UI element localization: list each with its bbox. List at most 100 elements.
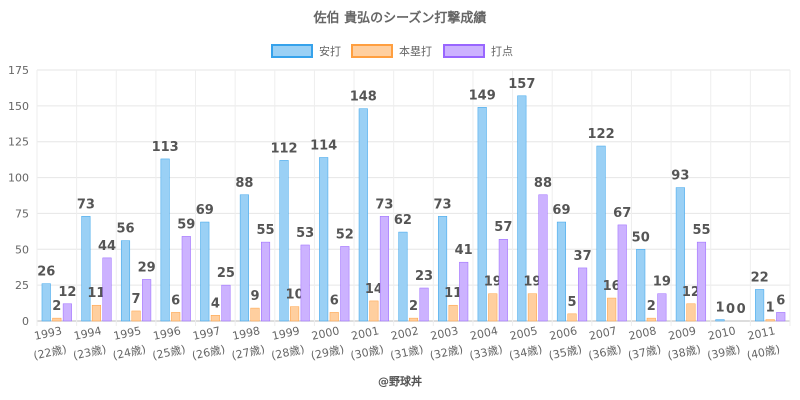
y-tick-label: 50 bbox=[15, 243, 29, 256]
bar[interactable] bbox=[419, 287, 429, 322]
data-label: 55 bbox=[256, 223, 274, 238]
bar[interactable] bbox=[538, 194, 548, 322]
bar[interactable] bbox=[171, 312, 181, 322]
legend-swatch[interactable] bbox=[271, 44, 313, 58]
data-label: 50 bbox=[632, 230, 650, 245]
bar[interactable] bbox=[438, 216, 448, 322]
bar[interactable] bbox=[221, 284, 231, 322]
legend-label[interactable]: 安打 bbox=[319, 44, 341, 58]
bar[interactable] bbox=[448, 304, 458, 322]
bar[interactable] bbox=[200, 221, 210, 322]
legend-swatch[interactable] bbox=[351, 44, 393, 58]
bar[interactable] bbox=[646, 317, 656, 322]
bar[interactable] bbox=[408, 317, 419, 322]
data-label: 67 bbox=[613, 206, 631, 221]
legend-swatch[interactable] bbox=[443, 44, 485, 58]
x-tick-age: (26歳) bbox=[191, 343, 227, 363]
bar[interactable] bbox=[517, 95, 527, 322]
data-label: 19 bbox=[484, 275, 502, 290]
bar[interactable] bbox=[765, 319, 775, 322]
bar[interactable] bbox=[329, 312, 339, 322]
bar[interactable] bbox=[131, 310, 141, 322]
bar[interactable] bbox=[340, 246, 350, 322]
data-label: 1 bbox=[766, 301, 775, 316]
bar[interactable] bbox=[300, 244, 310, 322]
bar[interactable] bbox=[91, 304, 101, 322]
x-tick-age: (22歳) bbox=[32, 343, 68, 363]
bar[interactable] bbox=[142, 279, 152, 322]
bar[interactable] bbox=[398, 231, 408, 322]
bar[interactable] bbox=[578, 267, 588, 322]
bar[interactable] bbox=[250, 307, 260, 322]
bar[interactable] bbox=[657, 293, 667, 322]
bar[interactable] bbox=[239, 194, 249, 322]
x-tick-label: 1993 bbox=[33, 324, 63, 343]
bar[interactable] bbox=[358, 108, 368, 322]
y-tick-label: 75 bbox=[15, 207, 29, 220]
bar[interactable] bbox=[675, 187, 685, 322]
data-label: 1 bbox=[715, 301, 724, 316]
bar[interactable] bbox=[369, 300, 379, 322]
x-tick-age: (38歳) bbox=[666, 343, 702, 363]
bar[interactable] bbox=[488, 293, 498, 322]
bar[interactable] bbox=[319, 157, 329, 322]
bar[interactable] bbox=[696, 241, 707, 322]
data-label: 52 bbox=[336, 227, 354, 242]
data-label: 73 bbox=[375, 197, 393, 212]
data-label: 2 bbox=[52, 299, 61, 314]
legend-label[interactable]: 打点 bbox=[491, 44, 513, 58]
bar[interactable] bbox=[715, 319, 725, 322]
bar[interactable] bbox=[81, 216, 91, 322]
bar[interactable] bbox=[210, 315, 220, 322]
bar[interactable] bbox=[556, 221, 566, 322]
data-label: 53 bbox=[296, 226, 314, 241]
bar[interactable] bbox=[686, 303, 696, 322]
data-label: 6 bbox=[330, 293, 339, 308]
bar[interactable] bbox=[567, 313, 577, 322]
y-tick-label: 175 bbox=[8, 64, 29, 77]
data-label: 11 bbox=[87, 286, 105, 301]
data-label: 14 bbox=[365, 282, 383, 297]
bar[interactable] bbox=[379, 216, 389, 322]
x-tick-age: (27歳) bbox=[230, 343, 266, 363]
bar[interactable] bbox=[607, 297, 617, 322]
bar[interactable] bbox=[160, 158, 170, 322]
x-tick-age: (32歳) bbox=[429, 343, 465, 363]
x-tick-label: 2000 bbox=[310, 324, 340, 343]
bar[interactable] bbox=[755, 289, 765, 322]
x-tick-age: (23歳) bbox=[72, 343, 108, 363]
bar[interactable] bbox=[498, 238, 508, 322]
data-label: 29 bbox=[138, 260, 156, 275]
bars: 2621273114456729113659694258895511210531… bbox=[37, 77, 786, 322]
bar[interactable] bbox=[596, 145, 606, 322]
bar[interactable] bbox=[120, 240, 131, 322]
x-tick-age: (33歳) bbox=[468, 343, 504, 363]
data-label: 22 bbox=[751, 270, 769, 285]
x-tick-label: 2005 bbox=[509, 324, 539, 343]
bar[interactable] bbox=[527, 293, 537, 322]
data-label: 6 bbox=[171, 293, 180, 308]
bar[interactable] bbox=[261, 241, 271, 322]
bar[interactable] bbox=[279, 160, 289, 322]
bar[interactable] bbox=[636, 249, 646, 322]
x-tick-age: (29歳) bbox=[310, 343, 346, 363]
bar[interactable] bbox=[290, 306, 300, 322]
bar[interactable] bbox=[477, 107, 487, 322]
bar[interactable] bbox=[459, 261, 469, 322]
bar[interactable] bbox=[102, 257, 112, 322]
data-label: 19 bbox=[523, 275, 541, 290]
legend-label[interactable]: 本塁打 bbox=[399, 44, 432, 58]
bar[interactable] bbox=[52, 317, 62, 322]
x-tick-age: (31歳) bbox=[389, 343, 425, 363]
bar[interactable] bbox=[776, 312, 786, 322]
x-tick-label: 1997 bbox=[192, 324, 222, 343]
x-tick-label: 1999 bbox=[271, 324, 301, 343]
data-label: 69 bbox=[196, 203, 214, 218]
bar[interactable] bbox=[62, 303, 72, 322]
bar[interactable] bbox=[181, 236, 191, 322]
bar[interactable] bbox=[617, 224, 627, 322]
data-label: 149 bbox=[469, 88, 496, 103]
bar[interactable] bbox=[41, 283, 51, 322]
